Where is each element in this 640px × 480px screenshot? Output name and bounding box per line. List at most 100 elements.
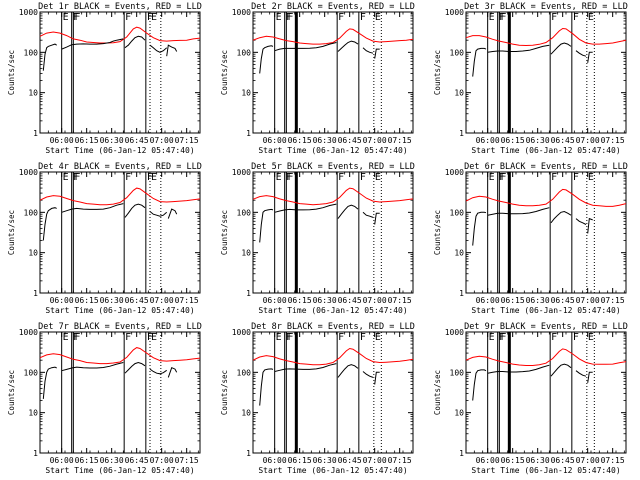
x-tick-label: 06:30 (526, 456, 550, 465)
y-tick-label: 10 (454, 89, 464, 98)
y-tick-label: 1 (246, 289, 251, 298)
events-series-line (124, 35, 146, 49)
event-marker-label: E (276, 172, 282, 183)
event-marker-label: F (360, 12, 366, 23)
x-tick-label: 06:30 (100, 296, 124, 305)
events-series-line (362, 47, 374, 54)
y-tick-label: 100 (237, 368, 252, 377)
event-marker-label: E (276, 12, 282, 23)
plot-frame (252, 11, 414, 134)
x-tick-label: 06:45 (551, 136, 575, 145)
x-tick-label: 07:00 (363, 296, 387, 305)
plot-frame (465, 171, 627, 294)
x-tick-label: 07:00 (363, 456, 387, 465)
panel-title: Det 7r BLACK = Events, RED = LLD (38, 322, 202, 332)
x-tick-label: 07:15 (175, 296, 199, 305)
y-tick-label: 10 (241, 89, 251, 98)
events-series-line (149, 44, 168, 53)
detector-panel-2: Det 2r BLACK = Events, RED = LLD 1 10 100 10… (220, 2, 415, 155)
event-marker-label: F (287, 332, 293, 343)
x-tick-label: 06:00 (50, 136, 74, 145)
y-tick-label: 100 (237, 48, 252, 57)
detector-panel-9: Det 9r BLACK = Events, RED = LLD 1 10 100 10… (433, 322, 628, 475)
x-tick-label: 06:30 (313, 136, 337, 145)
lld-series-line (252, 28, 414, 45)
event-marker-label: F (73, 12, 79, 23)
y-tick-label: 100 (24, 48, 39, 57)
events-series-line (374, 48, 380, 59)
lld-series-line (252, 187, 414, 206)
event-marker-label: F (73, 172, 79, 183)
event-marker-label: E (63, 332, 69, 343)
events-series-line (149, 211, 168, 217)
y-tick-label: 100 (450, 368, 465, 377)
events-series-line (587, 51, 593, 63)
x-axis-label: Start Time (06-Jan-12 05:47:40) (471, 466, 620, 475)
events-series-line (167, 367, 178, 378)
y-tick-label: 1000 (445, 8, 464, 17)
x-tick-label: 06:30 (313, 296, 337, 305)
event-marker-label: F (551, 12, 557, 23)
events-series-line (487, 44, 550, 53)
events-series-line (487, 207, 550, 216)
lld-series-line (465, 348, 627, 366)
y-tick-label: 1 (459, 289, 464, 298)
events-series-line (374, 212, 380, 225)
x-tick-label: 07:00 (150, 456, 174, 465)
y-tick-label: 10 (454, 409, 464, 418)
events-series-line (42, 366, 57, 399)
x-tick-label: 07:00 (150, 136, 174, 145)
panel-title: Det 3r BLACK = Events, RED = LLD (464, 2, 628, 12)
x-tick-label: 06:45 (125, 456, 149, 465)
event-marker-label: E (63, 12, 69, 23)
event-marker-label: F (125, 332, 131, 343)
plot-frame (465, 331, 627, 454)
panel-title: Det 5r BLACK = Events, RED = LLD (251, 162, 415, 172)
detector-panel-6: Det 6r BLACK = Events, RED = LLD 1 10 100 10… (433, 162, 628, 315)
events-series-line (124, 203, 146, 218)
event-marker-label: E (375, 172, 381, 183)
detector-panel-7: Det 7r BLACK = Events, RED = LLD 1 10 100 10… (7, 322, 202, 475)
event-marker-label: F (287, 12, 293, 23)
event-marker-label: F (551, 332, 557, 343)
x-tick-label: 06:15 (75, 456, 99, 465)
events-series-line (472, 369, 487, 401)
events-series-line (167, 208, 178, 219)
event-marker-label: F (286, 332, 292, 343)
event-marker-label: F (147, 12, 153, 23)
detector-panel-1: Det 1r BLACK = Events, RED = LLD 1 10 100 10… (7, 2, 202, 155)
x-tick-label: 06:45 (338, 136, 362, 145)
y-tick-label: 10 (28, 89, 38, 98)
plot-frame (252, 171, 414, 294)
event-marker-label: F (287, 172, 293, 183)
events-series-line (362, 211, 374, 218)
event-marker-label: E (588, 12, 594, 23)
x-tick-label: 06:00 (263, 456, 287, 465)
events-series-line (575, 370, 587, 377)
x-tick-label: 06:15 (75, 296, 99, 305)
events-series-line (259, 208, 274, 243)
event-marker-label: E (588, 172, 594, 183)
x-axis-label: Start Time (06-Jan-12 05:47:40) (258, 466, 407, 475)
y-tick-label: 1000 (445, 328, 464, 337)
x-tick-label: 06:00 (50, 296, 74, 305)
event-marker-label: E (63, 172, 69, 183)
y-tick-label: 10 (241, 409, 251, 418)
events-series-line (61, 362, 124, 372)
plot-frame (39, 171, 201, 294)
event-marker-label: F (500, 332, 506, 343)
x-axis-label: Start Time (06-Jan-12 05:47:40) (45, 306, 194, 315)
x-tick-label: 06:45 (551, 296, 575, 305)
events-series-line (124, 361, 146, 374)
y-tick-label: 1 (33, 129, 38, 138)
events-series-line (149, 368, 167, 375)
lld-series-line (39, 187, 201, 206)
x-tick-label: 06:30 (100, 456, 124, 465)
x-tick-label: 06:30 (526, 296, 550, 305)
x-tick-label: 06:15 (501, 296, 525, 305)
events-series-line (472, 211, 487, 246)
event-marker-label: F (360, 172, 366, 183)
event-marker-label: F (500, 12, 506, 23)
events-series-line (550, 210, 572, 224)
lld-series-line (465, 27, 627, 47)
